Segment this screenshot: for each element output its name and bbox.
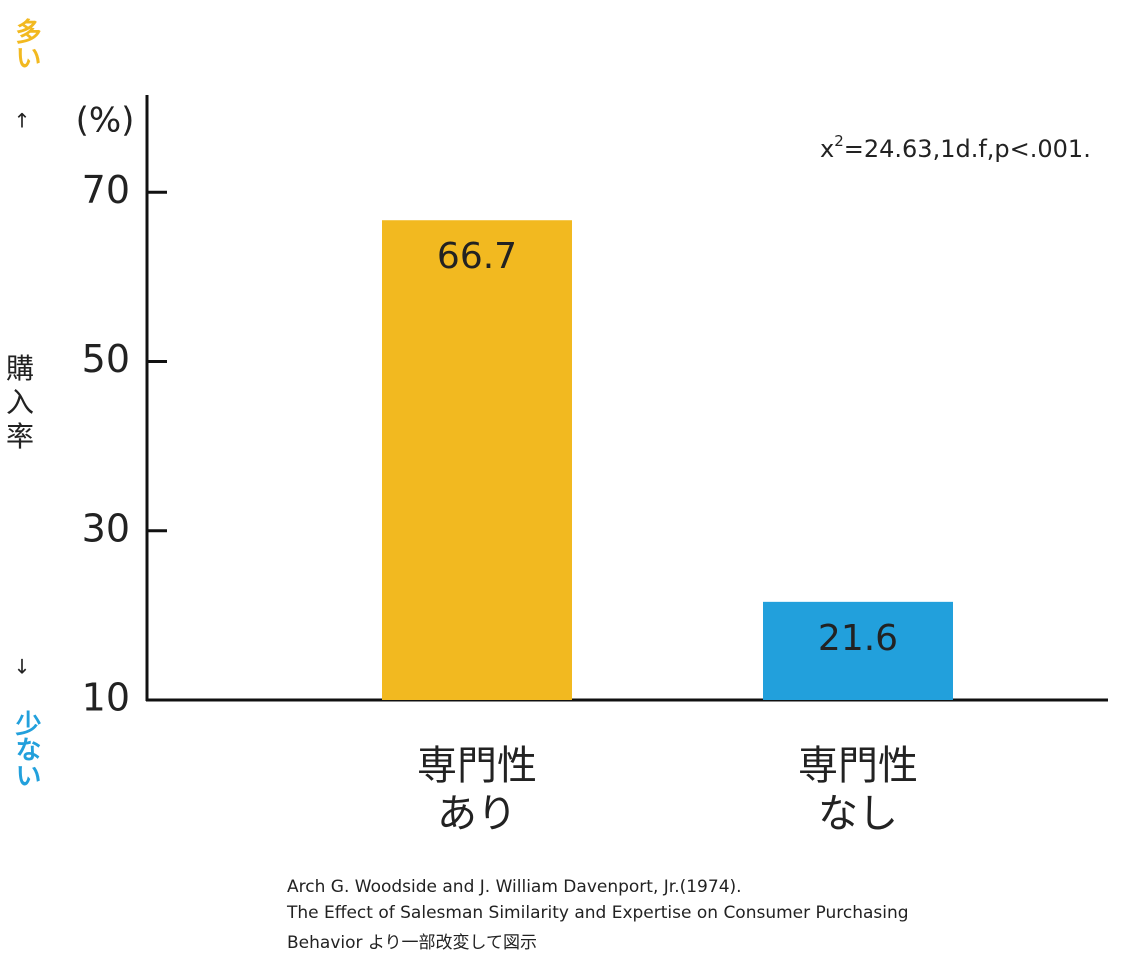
source-line: Arch G. Woodside and J. William Davenpor… xyxy=(287,877,742,897)
y-high-label: 多い xyxy=(11,18,41,70)
value-label: 66.7 xyxy=(437,236,517,277)
annotation-rest: =24.63,1d.f,p<.001. xyxy=(844,135,1091,163)
y-low-label: 少ない xyxy=(11,710,41,788)
y-tick-label: 30 xyxy=(82,506,130,550)
source-line: The Effect of Salesman Similarity and Ex… xyxy=(287,903,909,923)
y-tick-label: 50 xyxy=(82,337,130,381)
x-tick-label: 専門性 あり xyxy=(417,743,537,837)
down-arrow: ↓ xyxy=(14,655,31,679)
annotation-base: x xyxy=(820,135,834,163)
y-tick-label: 70 xyxy=(82,168,130,212)
y-tick-label: 10 xyxy=(82,676,130,720)
value-label: 21.6 xyxy=(818,618,898,659)
annotation-sup: 2 xyxy=(834,132,844,150)
bar xyxy=(763,601,953,700)
y-axis-label: 購入率 xyxy=(6,352,35,453)
source-line: Behavior より一部改変して図示 xyxy=(287,933,538,953)
x-tick-label: 専門性 なし xyxy=(798,743,918,837)
annotation: x2=24.63,1d.f,p<.001. xyxy=(820,132,1091,164)
bar xyxy=(382,220,572,700)
unit-label: (%) xyxy=(76,101,135,141)
up-arrow: ↑ xyxy=(14,109,31,133)
